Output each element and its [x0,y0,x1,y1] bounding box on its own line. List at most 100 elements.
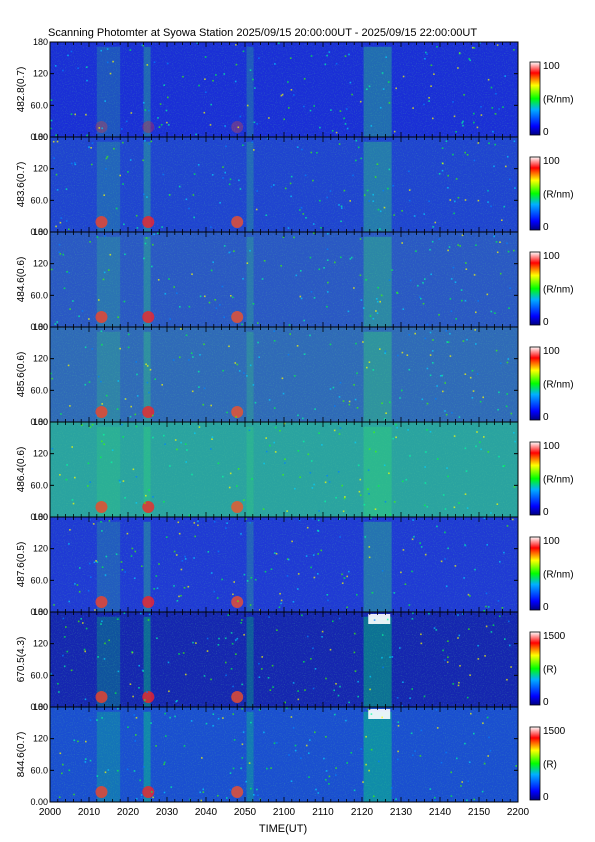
speckle [210,103,212,106]
speckle [318,268,321,271]
speckle [188,514,191,517]
speckle [273,441,275,444]
speckle [240,622,242,624]
speckle [61,772,63,775]
speckle [313,105,315,107]
speckle [99,456,102,459]
speckle [212,261,214,263]
speckle [104,771,107,774]
speckle [233,739,236,741]
x-axis-label: TIME(UT) [259,823,307,835]
speckle [143,102,145,104]
speckle [488,736,490,739]
speckle [495,241,498,243]
speckle [446,661,449,663]
speckle [504,638,506,640]
speckle [453,506,456,509]
colorbar [529,61,541,136]
speckle [181,560,184,562]
speckle [101,717,103,719]
speckle [425,51,427,54]
speckle [265,450,268,453]
speckle [136,227,139,229]
speckle [464,299,467,302]
speckle [388,102,391,104]
speckle [441,147,444,149]
speckle [229,178,232,181]
speckle [300,206,303,209]
speckle [318,510,320,512]
speckle [222,166,224,168]
speckle [144,109,147,111]
speckle [458,52,461,55]
speckle [346,606,348,609]
speckle [143,193,145,196]
speckle [68,543,70,545]
speckle [50,268,53,271]
speckle [461,122,464,124]
speckle [232,685,234,688]
speckle [307,453,310,456]
speckle [165,109,168,112]
speckle [297,690,299,692]
speckle [310,460,313,462]
speckle [506,678,508,681]
speckle [239,115,242,118]
speckle [479,400,482,403]
speckle [118,479,121,482]
speckle [190,720,193,722]
speckle [381,716,383,719]
speckle [493,165,495,168]
speckle [410,732,413,735]
y-tick-label: 0.00 [30,607,48,617]
speckle [510,412,513,415]
speckle [123,300,126,303]
colorbar [529,441,541,516]
aurora-band [143,46,151,137]
speckle [465,470,468,472]
speckle [143,257,145,260]
speckle [84,383,87,386]
speckle [229,772,232,774]
speckle [121,423,123,426]
speckle [86,134,88,137]
speckle [184,555,186,558]
speckle [89,426,92,428]
speckle [105,394,108,397]
speckle [50,372,52,375]
speckle [114,692,117,694]
speckle [357,695,359,698]
speckle [152,436,154,439]
speckle [100,49,102,52]
speckle [167,96,169,99]
speckle [343,497,346,500]
speckle [405,478,408,481]
speckle [288,324,291,326]
speckle [91,163,93,166]
speckle [483,517,486,519]
speckle [280,602,282,605]
speckle [169,716,171,719]
speckle [465,268,468,270]
speckle [473,274,476,276]
speckle [102,433,105,436]
speckle [127,171,129,173]
speckle [163,434,165,437]
speckle [100,521,102,523]
speckle [337,471,340,473]
speckle [433,73,435,75]
speckle [368,200,370,202]
speckle [182,652,185,654]
speckle [214,299,216,301]
x-tick-label: 2150 [468,807,491,818]
speckle [444,558,446,560]
speckle [382,189,385,192]
speckle [185,673,187,676]
speckle [196,42,199,44]
speckle [221,578,223,581]
speckle [131,547,134,550]
speckle [346,575,348,578]
speckle [272,686,274,688]
speckle [326,248,329,250]
speckle [341,582,344,584]
